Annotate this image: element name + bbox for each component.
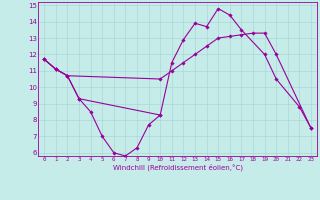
X-axis label: Windchill (Refroidissement éolien,°C): Windchill (Refroidissement éolien,°C) (113, 164, 243, 171)
